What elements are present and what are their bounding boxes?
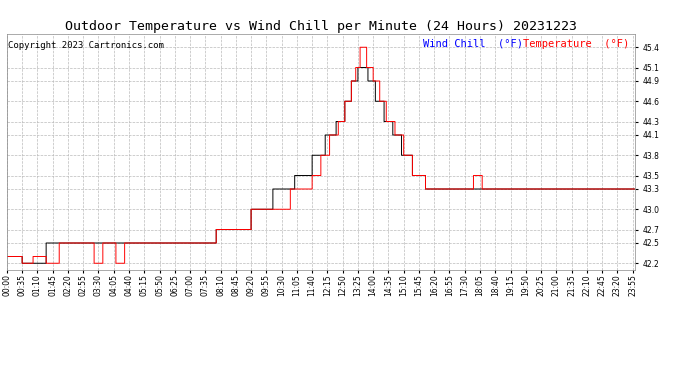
Legend: Wind Chill  (°F), Temperature  (°F): Wind Chill (°F), Temperature (°F)	[422, 37, 631, 51]
Title: Outdoor Temperature vs Wind Chill per Minute (24 Hours) 20231223: Outdoor Temperature vs Wind Chill per Mi…	[65, 20, 577, 33]
Text: Copyright 2023 Cartronics.com: Copyright 2023 Cartronics.com	[8, 41, 164, 50]
